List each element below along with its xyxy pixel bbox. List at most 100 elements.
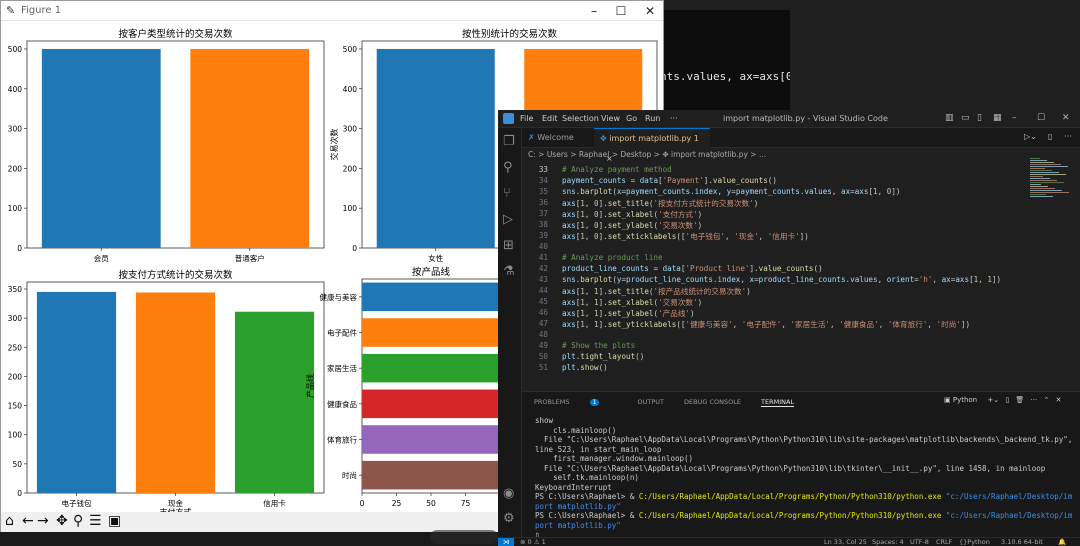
minimap[interactable] bbox=[1028, 158, 1076, 200]
background-terminal-code: nts.values, ax=axs[0, 1]) bbox=[660, 70, 826, 83]
activity-bar: ❐ ⚲ ⑂ ▷ ⊞ ⚗ ◉ ⚙ bbox=[498, 128, 522, 537]
tick-label: 50 bbox=[12, 460, 22, 469]
minimap-line bbox=[1030, 192, 1069, 193]
status-indentation[interactable]: Spaces: 4 bbox=[872, 538, 904, 546]
python-exe-path: C:/Users/Raphael/AppData/Local/Programs/… bbox=[638, 492, 946, 501]
vscode-titlebar: File Edit Selection View Go Run ··· impo… bbox=[498, 110, 1080, 128]
tick-label: 25 bbox=[392, 499, 402, 508]
account-icon[interactable]: ◉ bbox=[503, 486, 515, 501]
trash-icon[interactable]: 🗑 bbox=[1015, 396, 1025, 404]
sidebar-toggle-icon[interactable]: ▯ bbox=[977, 113, 982, 123]
tick-label: 体育旅行 bbox=[327, 435, 357, 445]
customize-layout-icon[interactable]: ▦ bbox=[993, 113, 1002, 123]
testing-icon[interactable]: ⚗ bbox=[503, 264, 515, 279]
maximize-button[interactable]: ☐ bbox=[1037, 113, 1046, 123]
tick-label: 健康与美容 bbox=[320, 292, 358, 302]
chart-title: 按支付方式统计的交易次数 bbox=[118, 269, 233, 281]
tick-label: 0 bbox=[360, 499, 365, 508]
forward-icon[interactable]: → bbox=[37, 513, 49, 529]
save-icon[interactable]: ▣ bbox=[108, 513, 122, 529]
split-editor-icon[interactable]: ▯ bbox=[1048, 132, 1053, 141]
layout-icon[interactable]: ▥ bbox=[945, 113, 954, 123]
matplotlib-titlebar[interactable]: ✎ Figure 1 – ☐ ✕ bbox=[1, 1, 663, 21]
minimize-button[interactable]: – bbox=[591, 4, 597, 18]
menu-more[interactable]: ··· bbox=[670, 114, 678, 123]
line-number: 50 bbox=[538, 352, 548, 361]
terminal-output[interactable]: show cls.mainloop() File "C:\Users\Rapha… bbox=[535, 416, 1075, 540]
close-button[interactable]: ✕ bbox=[1062, 113, 1070, 123]
line-number: 39 bbox=[538, 231, 548, 240]
configure-icon[interactable]: ☰ bbox=[89, 513, 102, 529]
menu-go[interactable]: Go bbox=[626, 114, 638, 123]
bar bbox=[362, 389, 500, 419]
status-language[interactable]: {} Python bbox=[959, 538, 990, 546]
remote-icon[interactable]: ⋊ bbox=[498, 538, 514, 546]
close-panel-icon[interactable]: ✕ bbox=[1055, 396, 1062, 404]
status-problems[interactable]: ⊗ 0 ⚠ 1 bbox=[520, 538, 546, 546]
menu-edit[interactable]: Edit bbox=[542, 114, 558, 123]
run-file-icon[interactable]: ▷⌄ bbox=[1024, 132, 1037, 141]
breadcrumb[interactable]: C: > Users > Raphael > Desktop > ✥ impor… bbox=[528, 150, 767, 159]
bar bbox=[36, 291, 117, 493]
code-text: payment_counts = data['Payment'].value_c… bbox=[562, 176, 777, 185]
close-tab-icon[interactable]: × bbox=[606, 154, 613, 163]
tab-import-matplotlib[interactable]: ✥ import matplotlib.py 1 × bbox=[594, 128, 710, 163]
manage-gear-icon[interactable]: ⚙ bbox=[503, 511, 515, 526]
more-actions-icon[interactable]: ··· bbox=[1064, 132, 1072, 141]
tick-label: 75 bbox=[461, 499, 471, 508]
menu-selection[interactable]: Selection bbox=[562, 114, 599, 123]
status-encoding[interactable]: UTF-8 bbox=[910, 538, 929, 546]
panel-toggle-icon[interactable]: ▭ bbox=[961, 113, 970, 123]
search-icon[interactable]: ⚲ bbox=[503, 160, 513, 175]
tab-terminal[interactable]: TERMINAL bbox=[761, 398, 795, 407]
tick-label: 200 bbox=[8, 164, 23, 173]
minimap-line bbox=[1030, 184, 1041, 185]
maximize-panel-icon[interactable]: ⌃ bbox=[1043, 396, 1050, 404]
tab-output[interactable]: OUTPUT bbox=[637, 398, 664, 406]
code-editor[interactable]: 33 # Analyze payment method 34 payment_coun… bbox=[522, 160, 1080, 375]
close-button[interactable]: ✕ bbox=[644, 4, 656, 18]
tab-problems[interactable]: PROBLEMS 1 bbox=[534, 398, 617, 406]
explorer-icon[interactable]: ❐ bbox=[503, 134, 515, 149]
tick-label: 现金 bbox=[168, 498, 183, 508]
code-text: axs[1, 0].set_ylabel('交易次数') bbox=[562, 221, 703, 230]
extensions-icon[interactable]: ⊞ bbox=[503, 238, 514, 253]
status-python-version[interactable]: 3.10.6 64-bit bbox=[1001, 538, 1043, 546]
line-number: 38 bbox=[538, 220, 548, 229]
menu-run[interactable]: Run bbox=[645, 114, 661, 123]
status-eol[interactable]: CRLF bbox=[936, 538, 953, 546]
home-icon[interactable]: ⌂ bbox=[5, 513, 14, 529]
code-text: plt.show() bbox=[562, 363, 608, 372]
terminal-shell[interactable]: Python bbox=[952, 396, 978, 404]
tick-label: 300 bbox=[343, 125, 358, 134]
status-position[interactable]: Ln 33, Col 25 bbox=[824, 538, 867, 546]
minimize-button[interactable]: – bbox=[1012, 113, 1017, 123]
source-control-icon[interactable]: ⑂ bbox=[503, 186, 511, 201]
code-text: axs[1, 1].set_title('按产品线统计的交易次数') bbox=[562, 287, 751, 296]
terminal-actions: ▣ Python +⌄ ▯ 🗑 ··· ⌃ ✕ bbox=[944, 396, 1061, 404]
tab-welcome[interactable]: ✗ Welcome bbox=[522, 128, 594, 148]
zoom-icon[interactable]: ⚲ bbox=[73, 513, 84, 529]
terminal-line: KeyboardInterrupt bbox=[535, 482, 612, 492]
run-debug-icon[interactable]: ▷ bbox=[503, 212, 513, 227]
notifications-icon[interactable]: 🔔 bbox=[1058, 538, 1067, 546]
maximize-button[interactable]: ☐ bbox=[615, 4, 627, 18]
menu-file[interactable]: File bbox=[520, 114, 534, 123]
line-number: 34 bbox=[538, 176, 548, 185]
tab-debug-console[interactable]: DEBUG CONSOLE bbox=[684, 398, 741, 406]
line-number: 46 bbox=[538, 308, 548, 317]
terminal-line: File "C:\Users\Raphael\AppData\Local\Pro… bbox=[535, 463, 1046, 473]
back-icon[interactable]: ← bbox=[22, 513, 34, 529]
line-number: 49 bbox=[538, 341, 548, 350]
pan-icon[interactable]: ✥ bbox=[56, 513, 68, 529]
terminal-line: first_manager.window.mainloop() bbox=[535, 454, 694, 463]
new-terminal-icon[interactable]: +⌄ bbox=[987, 396, 1000, 404]
code-text: axs[1, 0].set_xlabel('支付方式') bbox=[562, 210, 703, 219]
tick-label: 250 bbox=[8, 343, 23, 352]
menu-view[interactable]: View bbox=[601, 114, 620, 123]
more-icon[interactable]: ··· bbox=[1030, 396, 1038, 404]
language-label: Python bbox=[967, 538, 990, 546]
split-terminal-icon[interactable]: ▯ bbox=[1005, 396, 1010, 404]
tick-label: 100 bbox=[343, 204, 358, 213]
